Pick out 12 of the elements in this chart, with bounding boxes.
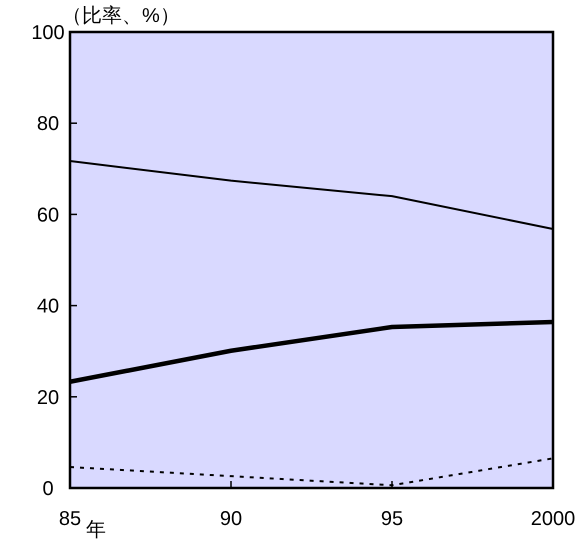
y-tick-label: 100 [31,22,65,44]
x-axis-title: 年 [86,519,106,541]
x-tick-label: 95 [380,508,404,530]
y-tick-label: 20 [36,386,60,409]
x-tick-label: 2000 [530,508,576,530]
y-tick-label: 0 [42,478,54,500]
y-axis-title: （比率、%） [62,5,180,27]
y-tick-label: 60 [36,204,60,226]
x-tick-label: 90 [220,508,242,530]
y-tick-label: 40 [36,296,60,318]
y-tick-label: 80 [36,113,60,136]
x-tick-label: 85 [58,508,82,530]
